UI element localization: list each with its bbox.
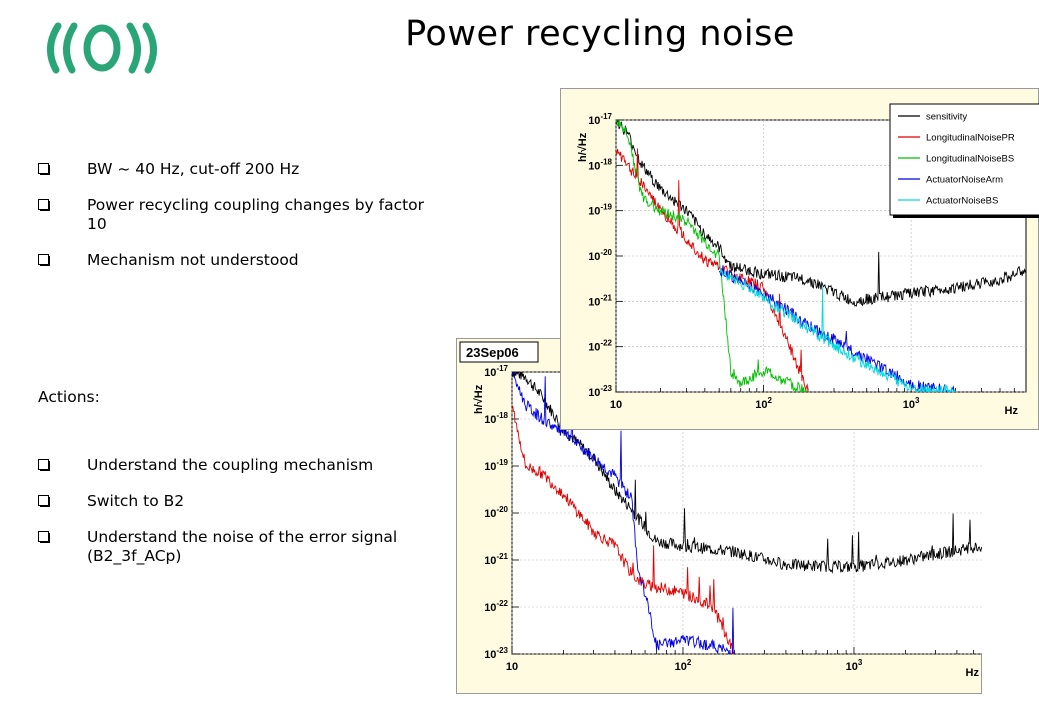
- plot-noise-budget: 10 102 103 10-17 10-18 10-19 10-20 10-21 10-22 10…: [560, 88, 1039, 430]
- plot-title-box: 23Sep06: [459, 341, 539, 363]
- x-tick-label: 10: [506, 661, 518, 673]
- series-line-sensitivity: [616, 120, 1026, 307]
- y-axis-label: h/√Hz: [577, 132, 589, 162]
- y-tick-label: 10-23: [588, 384, 612, 399]
- x-axis-label: Hz: [966, 667, 980, 679]
- y-tick-label: 10-21: [588, 293, 612, 308]
- x-axis-label: Hz: [1005, 405, 1019, 417]
- x-tick-label: 102: [755, 396, 772, 411]
- series-line-trace-0: [512, 372, 982, 574]
- bullet-text: Power recycling coupling changes by fact…: [87, 196, 425, 233]
- checkbox-bullet-icon: [38, 531, 50, 543]
- y-axis-label: h/√Hz: [473, 384, 485, 414]
- y-tick-label: 10-23: [484, 646, 508, 661]
- bullet-text: Mechanism not understood: [87, 251, 299, 269]
- x-tick-label: 10: [610, 399, 622, 411]
- y-tick-label: 10-17: [484, 364, 508, 379]
- slide-title: Power recycling noise: [405, 14, 795, 54]
- bullet-text: BW ~ 40 Hz, cut-off 200 Hz: [87, 160, 300, 178]
- legend: sensitivity LongitudinalNoisePR Longitudin…: [889, 103, 1039, 218]
- y-tick-label: 10-18: [484, 411, 508, 426]
- x-tick-label: 103: [903, 396, 920, 411]
- y-tick-label: 10-20: [588, 248, 612, 263]
- bullet-text: Understand the noise of the error signal…: [87, 528, 398, 565]
- legend-entry: ActuatorNoiseArm: [926, 175, 1003, 186]
- checkbox-bullet-icon: [38, 495, 50, 507]
- bullet-item: BW ~ 40 Hz, cut-off 200 Hz: [38, 160, 448, 179]
- bullet-item: Mechanism not understood: [38, 251, 448, 270]
- y-tick-label: 10-17: [588, 112, 612, 127]
- series-line-LongitudinalNoisePR: [616, 148, 809, 392]
- y-tick-label: 10-22: [588, 339, 612, 354]
- checkbox-bullet-icon: [38, 254, 50, 266]
- series-line-trace-2: [512, 372, 735, 654]
- y-tick-label: 10-20: [484, 505, 508, 520]
- bullet-text: Switch to B2: [87, 492, 185, 510]
- legend-entry: LongitudinalNoiseBS: [926, 154, 1014, 165]
- bullet-list-top: BW ~ 40 Hz, cut-off 200 Hz Power recycli…: [38, 160, 448, 287]
- y-tick-label: 10-19: [484, 458, 508, 473]
- y-tick-label: 10-18: [588, 157, 612, 172]
- bullet-text: Understand the coupling mechanism: [87, 456, 374, 474]
- checkbox-bullet-icon: [38, 163, 50, 175]
- x-tick-label: 102: [675, 658, 692, 673]
- legend-entry: LongitudinalNoisePR: [926, 133, 1015, 144]
- bullet-item: Power recycling coupling changes by fact…: [38, 196, 448, 234]
- legend-entry: ActuatorNoiseBS: [926, 196, 998, 207]
- series-line-trace-1: [512, 405, 735, 654]
- checkbox-bullet-icon: [38, 199, 50, 211]
- y-tick-label: 10-19: [588, 203, 612, 218]
- bullet-item: Understand the noise of the error signal…: [38, 528, 458, 566]
- plot-title: 23Sep06: [466, 345, 519, 360]
- y-tick-label: 10-22: [484, 599, 508, 614]
- bullet-list-bottom: Understand the coupling mechanism Switch…: [38, 456, 458, 583]
- series-line-ActuatorNoiseBS: [718, 264, 957, 392]
- checkbox-bullet-icon: [38, 459, 50, 471]
- y-tick-label: 10-21: [484, 552, 508, 567]
- bullet-item: Switch to B2: [38, 492, 458, 511]
- actions-label: Actions:: [38, 388, 100, 406]
- legend-entry: sensitivity: [926, 112, 967, 123]
- series-line-LongitudinalNoiseBS: [616, 120, 808, 392]
- x-tick-label: 103: [846, 658, 863, 673]
- bullet-item: Understand the coupling mechanism: [38, 456, 458, 475]
- virgo-logo: [47, 22, 157, 74]
